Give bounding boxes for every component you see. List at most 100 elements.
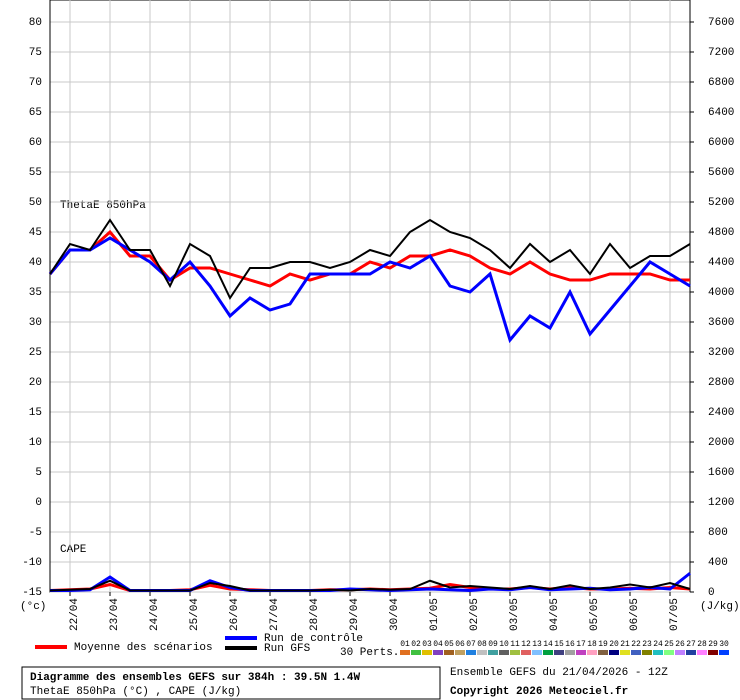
y-tick-label: -5 — [29, 527, 42, 539]
perturbation-label: 21 — [620, 640, 630, 649]
x-tick-label: 28/04 — [309, 598, 321, 631]
y2-tick-label: 2400 — [708, 407, 734, 419]
y-tick-label: -10 — [22, 557, 42, 569]
y2-tick-label: 7600 — [708, 17, 734, 29]
y-tick-label: 45 — [29, 227, 42, 239]
perturbation-swatch — [543, 650, 553, 655]
perturbation-label: 07 — [466, 640, 476, 649]
perturbation-swatch — [477, 650, 487, 655]
perturbation-swatch — [576, 650, 586, 655]
y2-tick-label: 4800 — [708, 227, 734, 239]
perturbation-swatch — [499, 650, 509, 655]
perturbation-swatch — [598, 650, 608, 655]
perturbation-swatch — [444, 650, 454, 655]
y-tick-label: 80 — [29, 17, 42, 29]
y-tick-label: 35 — [29, 287, 42, 299]
legend-label: Moyenne des scénarios — [74, 642, 213, 654]
y2-tick-label: 2800 — [708, 377, 734, 389]
perturbation-label: 15 — [554, 640, 564, 649]
y-tick-label: 55 — [29, 167, 42, 179]
perturbation-swatch — [433, 650, 443, 655]
perturbation-label: 29 — [708, 640, 718, 649]
cape-label: CAPE — [60, 544, 87, 556]
x-tick-label: 26/04 — [229, 598, 241, 631]
y2-tick-label: 6400 — [708, 107, 734, 119]
y2-tick-label: 3200 — [708, 347, 734, 359]
y2-tick-label: 3600 — [708, 317, 734, 329]
series-line — [48, 236, 691, 344]
perturbation-label: 18 — [587, 640, 597, 649]
y-tick-label: 20 — [29, 377, 42, 389]
perturbation-label: 08 — [477, 640, 487, 649]
perturbation-swatch — [697, 650, 707, 655]
perturbation-swatch — [422, 650, 432, 655]
perturbation-swatch — [521, 650, 531, 655]
perturbation-swatch — [653, 650, 663, 655]
y-tick-label: -15 — [22, 587, 42, 599]
perturbation-swatch — [675, 650, 685, 655]
perturbation-swatch — [400, 650, 410, 655]
perturbation-label: 19 — [598, 640, 608, 649]
y-tick-label: 60 — [29, 137, 42, 149]
y2-tick-label: 5200 — [708, 197, 734, 209]
perturbation-label: 22 — [631, 640, 641, 649]
y-tick-label: 15 — [29, 407, 42, 419]
perturbation-label: 28 — [697, 640, 707, 649]
x-tick-label: 03/05 — [509, 598, 521, 631]
perturbation-label: 16 — [565, 640, 575, 649]
perturbation-label: 24 — [653, 640, 663, 649]
perturbation-label: 11 — [510, 640, 520, 649]
perturbation-label: 10 — [499, 640, 509, 649]
perturbation-swatch — [488, 650, 498, 655]
x-tick-label: 04/05 — [549, 598, 561, 631]
y-tick-label: 65 — [29, 107, 42, 119]
x-tick-label: 29/04 — [349, 598, 361, 631]
perturbation-label: 23 — [642, 640, 652, 649]
perturbation-label: 03 — [422, 640, 432, 649]
perturbation-swatch — [609, 650, 619, 655]
perturbation-label: 05 — [444, 640, 454, 649]
y-label: (°c) — [20, 601, 46, 613]
footer-subtitle: ThetaE 850hPa (°C) , CAPE (J/kg) — [30, 686, 241, 698]
plot-area — [49, 0, 691, 593]
perturbation-swatch — [620, 650, 630, 655]
perturbation-swatch — [565, 650, 575, 655]
footer-copyright: Copyright 2026 Meteociel.fr — [450, 686, 628, 698]
y2-tick-label: 400 — [708, 557, 728, 569]
x-tick-label: 01/05 — [429, 598, 441, 631]
y-tick-label: 5 — [35, 467, 42, 479]
y-tick-label: 70 — [29, 77, 42, 89]
x-tick-label: 05/05 — [589, 598, 601, 631]
perturbation-swatch — [686, 650, 696, 655]
x-tick-label: 27/04 — [269, 598, 281, 631]
perturbation-label: 30 — [719, 640, 729, 649]
y2-tick-label: 4000 — [708, 287, 734, 299]
y2-tick-label: 6000 — [708, 137, 734, 149]
x-tick-label: 07/05 — [669, 598, 681, 631]
y-tick-label: 30 — [29, 317, 42, 329]
x-tick-label: 24/04 — [149, 598, 161, 631]
perturbation-label: 26 — [675, 640, 685, 649]
y2-tick-label: 4400 — [708, 257, 734, 269]
perturbation-label: 06 — [455, 640, 465, 649]
y2-tick-label: 7200 — [708, 47, 734, 59]
perturbation-swatch — [411, 650, 421, 655]
footer-run: Ensemble GEFS du 21/04/2026 - 12Z — [450, 667, 668, 679]
footer-box — [21, 666, 441, 700]
y-tick-label: 40 — [29, 257, 42, 269]
perturbations-label: 30 Perts. — [340, 647, 399, 659]
y2-tick-label: 2000 — [708, 437, 734, 449]
perturbation-label: 04 — [433, 640, 443, 649]
perturbation-swatch — [587, 650, 597, 655]
x-tick-label: 30/04 — [389, 598, 401, 631]
legend-label: Run de contrôle — [264, 633, 363, 645]
perturbation-swatch — [664, 650, 674, 655]
perturbation-swatch — [510, 650, 520, 655]
y-tick-label: 75 — [29, 47, 42, 59]
perturbation-swatch — [455, 650, 465, 655]
perturbation-label: 02 — [411, 640, 421, 649]
series-line — [49, 218, 691, 301]
y-tick-label: 0 — [35, 497, 42, 509]
y-tick-label: 10 — [29, 437, 42, 449]
